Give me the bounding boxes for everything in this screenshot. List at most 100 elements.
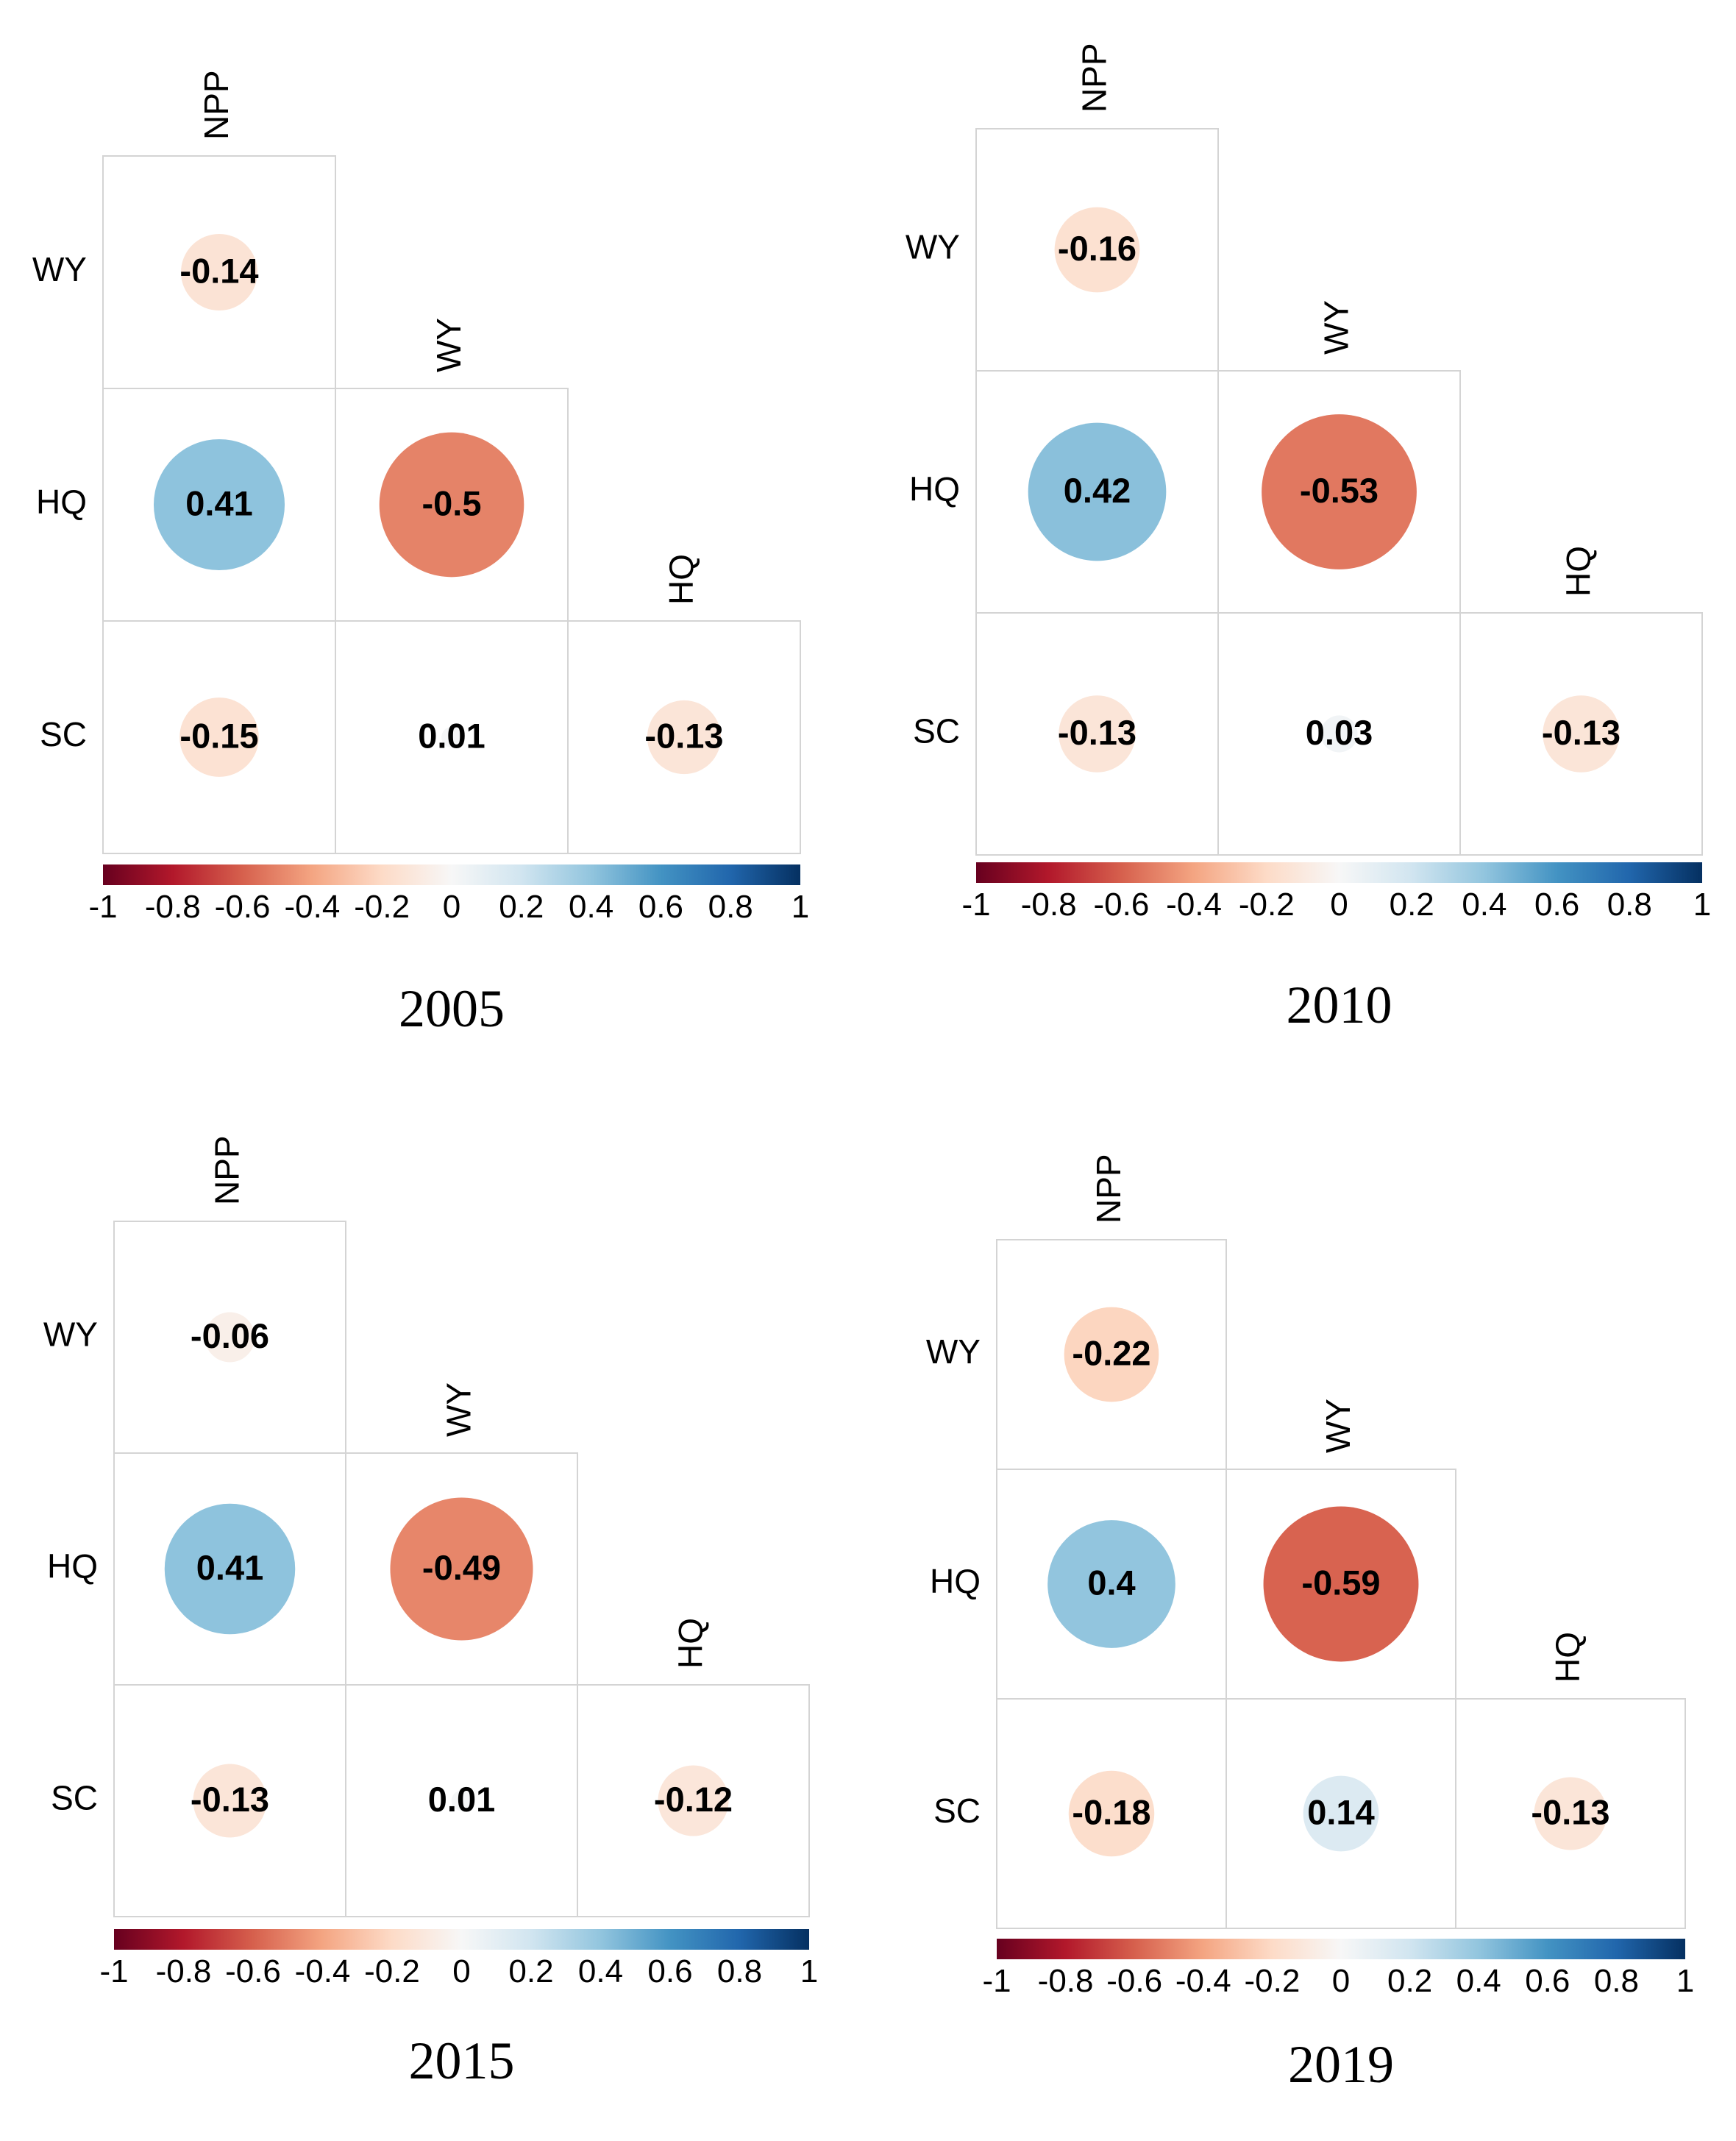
correlation-circle	[647, 700, 722, 775]
correlation-value: -0.12	[654, 1780, 733, 1819]
row-label: WY	[43, 1316, 98, 1354]
colorbar-tick-label: -1	[961, 887, 990, 923]
grid-cell	[567, 620, 801, 854]
correlation-circle	[1543, 695, 1620, 773]
column-label: WY	[430, 318, 468, 372]
correlation-value: -0.49	[422, 1548, 501, 1587]
colorbar-tick-label: 0.4	[569, 889, 613, 925]
correlation-circle	[1028, 422, 1167, 561]
colorbar-tick-label: 0.4	[1456, 1963, 1501, 1999]
colorbar-tick-label: -0.2	[1239, 887, 1295, 923]
correlation-value: -0.13	[1058, 713, 1136, 752]
correlation-circle	[193, 1764, 267, 1838]
colorbar-tick-label: -0.8	[156, 1953, 212, 1989]
colorbar-tick-label: -0.4	[1175, 1963, 1231, 1999]
colorbar-tick-label: 1	[791, 889, 809, 925]
column-label: WY	[440, 1382, 478, 1437]
colorbar-tick-label: -1	[99, 1953, 128, 1989]
colorbar	[103, 864, 800, 885]
correlation-value: 0.41	[196, 1548, 263, 1587]
colorbar-tick-label: 0	[452, 1953, 470, 1989]
panel-2005: -0.140.41 -0.5-0.15 0.01 -0.13WYHQSCNPPWYHQ…	[32, 70, 809, 1038]
column-label: HQ	[1559, 546, 1598, 597]
colorbar-tick-label: -0.2	[1244, 1963, 1300, 1999]
correlation-value: -0.5	[422, 483, 482, 522]
column-label: NPP	[1075, 43, 1114, 113]
correlation-circle	[658, 1765, 729, 1836]
column-label: WY	[1317, 300, 1356, 355]
colorbar-tick-label: 0	[443, 889, 460, 925]
colorbar-tick-label: -1	[982, 1963, 1011, 1999]
colorbar-tick-label: 0.8	[1594, 1963, 1639, 1999]
correlation-circle	[1059, 695, 1136, 773]
correlation-circle	[1303, 1775, 1379, 1852]
correlation-circle	[451, 1790, 472, 1811]
correlation-value: -0.13	[1531, 1792, 1609, 1831]
column-label: NPP	[197, 70, 235, 140]
row-label: WY	[906, 228, 960, 266]
colorbar-tick-label: 1	[1693, 887, 1711, 923]
colorbar-tick-label: 0.4	[1462, 887, 1506, 923]
colorbar-tick-label: 0.4	[578, 1953, 623, 1989]
row-label: SC	[933, 1792, 981, 1830]
correlation-value: -0.59	[1301, 1563, 1380, 1602]
column-label: NPP	[208, 1135, 246, 1205]
colorbar-tick-label: 0.2	[1387, 1963, 1432, 1999]
correlation-value: -0.53	[1300, 471, 1379, 510]
correlation-circle	[1068, 1770, 1155, 1857]
colorbar-tick-label: 0.6	[1525, 1963, 1570, 1999]
correlation-circle	[1262, 414, 1417, 569]
correlation-value: 0.14	[1307, 1792, 1374, 1831]
column-label: NPP	[1089, 1154, 1128, 1224]
column-label: HQ	[662, 554, 700, 605]
correlation-circle	[179, 697, 259, 777]
colorbar-tick-label: 0	[1330, 887, 1348, 923]
correlation-value: -0.22	[1072, 1333, 1150, 1372]
correlation-value: -0.13	[644, 716, 723, 755]
colorbar-tick-label: -0.2	[354, 889, 410, 925]
colorbar	[997, 1939, 1685, 1959]
correlation-circle	[1263, 1506, 1419, 1662]
colorbar-tick-label: -0.6	[1093, 887, 1149, 923]
correlation-circle	[180, 233, 258, 311]
correlation-circle	[1054, 207, 1140, 293]
correlation-value: -0.14	[179, 251, 258, 290]
row-label: HQ	[909, 470, 960, 508]
correlation-value: 0.41	[185, 483, 252, 522]
colorbar-tick-label: -0.4	[1166, 887, 1222, 923]
correlation-circle	[1534, 1777, 1607, 1850]
colorbar-tick-label: -0.8	[145, 889, 201, 925]
row-label: SC	[51, 1779, 98, 1817]
column-label: HQ	[672, 1618, 710, 1669]
correlation-value: 0.03	[1306, 713, 1373, 752]
colorbar-tick-label: 1	[1676, 1963, 1694, 1999]
colorbar-tick-label: 0.8	[708, 889, 753, 925]
colorbar-tick-label: -0.8	[1038, 1963, 1094, 1999]
panel-2019: -0.22 0.4 -0.59 -0.18 0.14 -0.13 WY HQ SC NPP WY HQ…	[926, 1154, 1694, 2094]
colorbar	[976, 862, 1702, 883]
colorbar-tick-label: 0	[1332, 1963, 1350, 1999]
correlation-circle	[1320, 715, 1358, 753]
correlation-value: 0.01	[418, 716, 485, 755]
colorbar	[114, 1929, 809, 1950]
correlation-value: 0.01	[428, 1780, 495, 1819]
colorbar-tick-label: 0.6	[638, 889, 683, 925]
panel-title: 2019	[1288, 2035, 1394, 2094]
correlation-value: 0.4	[1087, 1563, 1135, 1602]
panel-title: 2005	[399, 979, 505, 1038]
column-label: WY	[1319, 1399, 1357, 1453]
colorbar-tick-label: -0.6	[1106, 1963, 1162, 1999]
colorbar-tick-label: 1	[800, 1953, 818, 1989]
correlation-value: -0.13	[191, 1780, 269, 1819]
colorbar-tick-label: -0.2	[364, 1953, 420, 1989]
correlation-circle	[390, 1497, 533, 1641]
row-label: SC	[40, 715, 87, 753]
colorbar-tick-label: 0.8	[717, 1953, 762, 1989]
colorbar-tick-label: -0.6	[225, 1953, 281, 1989]
correlation-value: -0.13	[1542, 713, 1621, 752]
colorbar-tick-label: 0.6	[1534, 887, 1579, 923]
panel-2015: -0.060.41 -0.49-0.13 0.01 -0.12WYHQSCNPPWYH…	[43, 1135, 818, 2090]
correlation-value: -0.15	[179, 716, 258, 755]
correlation-circle	[164, 1503, 296, 1635]
